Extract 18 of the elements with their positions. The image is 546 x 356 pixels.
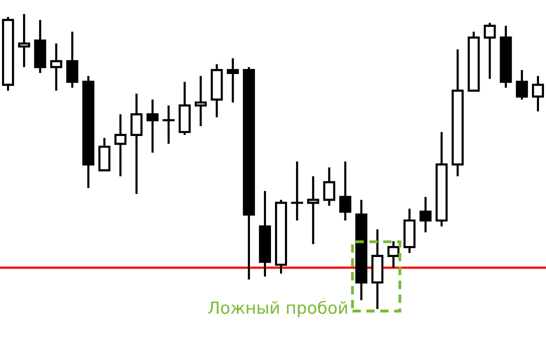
annotation: Ложный пробой [208,300,347,318]
candlestick [162,104,175,145]
candlestick [226,57,239,104]
candlestick [291,160,304,222]
candlestick [50,42,62,92]
candlestick [194,74,207,128]
candlestick [130,92,143,195]
candlestick [18,14,30,68]
candlestick [307,175,320,246]
candlestick [452,48,464,178]
candlestick [371,228,384,309]
candlestick [66,30,78,89]
candlestick [420,196,432,234]
candlestick [258,190,271,278]
candlestick [355,198,368,302]
candlestick [339,160,352,222]
candlestick [114,113,126,178]
candlestick [146,98,159,154]
